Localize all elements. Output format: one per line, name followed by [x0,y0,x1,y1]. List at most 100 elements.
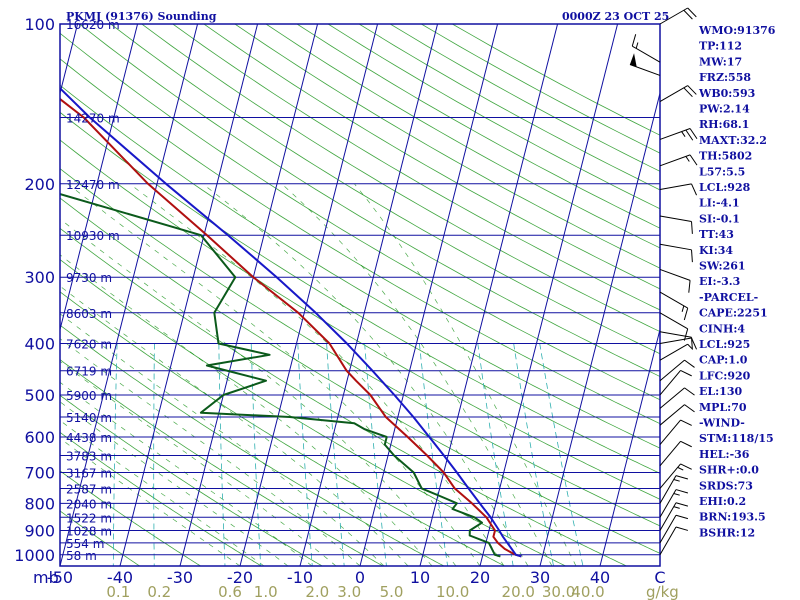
barb-feather [691,249,693,263]
barb-staff [659,154,691,167]
sounding-index-0: WMO:91376 [698,24,776,37]
dry-adiabat [203,24,660,290]
sounding-index-14: KI:34 [699,244,733,257]
barb-staff [659,387,685,409]
isotherm [599,327,660,566]
dewpoint-line [60,192,501,558]
parcel-line [60,86,522,558]
barb-feather [691,183,698,196]
height-label: 9730 m [66,271,112,285]
mixing-ratio-line [539,343,584,566]
pressure-tick-label: 1000 [14,546,55,565]
height-label: 6719 m [66,365,112,379]
height-label: 3783 m [66,449,112,463]
isotherm [479,24,619,566]
isotherm [299,24,439,566]
barb-feather [685,129,694,141]
sounding-index-25: -WIND- [699,417,745,430]
sounding-index-21: CAP:1.0 [699,354,748,367]
height-label: 2040 m [66,497,112,511]
barb-staff [659,331,692,338]
mixing-ratio-label: 3.0 [337,583,361,600]
chart-grid [60,24,660,566]
barb-feather [689,128,698,140]
sounding-index-9: L57:5.5 [699,165,745,178]
moist-adiabat [60,313,385,566]
barb-staff [659,370,681,396]
wind-barb [659,154,698,167]
height-label: 12470 m [66,178,120,192]
mixing-ratio-line [418,343,448,566]
chart-series [60,86,522,558]
temperature-tick-label: -50 [47,568,73,587]
mixing-ratio-line [513,343,554,566]
mixing-ratio-label: 1.0 [254,583,278,600]
sounding-index-15: SW:261 [699,260,746,273]
barb-half-feather [681,131,686,137]
sounding-index-2: MW:17 [699,55,742,68]
barb-staff [659,128,691,140]
temperature-tick-label: C [654,568,665,587]
moist-adiabat [60,401,289,566]
moist-adiabat [60,285,409,566]
mixing-ratio-label: 30.0 [542,583,575,600]
dry-adiabat [60,168,660,527]
barb-staff [659,243,692,251]
wind-barb [659,343,693,361]
wind-barb [659,215,693,234]
barb-feather [691,337,698,350]
wind-barb [659,7,697,25]
barb-half-feather [673,506,680,509]
dry-adiabat [110,24,660,355]
barb-feather [687,7,697,18]
dry-adiabat [60,510,140,566]
chart-axes [59,23,661,567]
barb-half-feather [635,42,639,49]
sounding-index-24: MPL:70 [699,401,747,414]
dry-adiabat [172,24,660,311]
dry-adiabat [60,139,660,500]
sounding-index-32: BSHR:12 [699,526,755,539]
wind-barb [659,475,689,504]
barb-feather [683,9,693,20]
barb-feather [675,489,689,494]
sounding-indices: WMO:91376 TP:112 MW:17 FRZ:558 WB0:593 PW:2.1… [698,24,776,539]
wind-barb [659,489,689,518]
barb-feather [675,514,689,520]
sounding-index-17: -PARCEL- [699,291,758,304]
mixing-ratio-label: 0.2 [147,583,171,600]
dry-adiabat [265,24,660,249]
moist-adiabat [67,183,481,566]
mixing-ratio-label: 0.1 [106,583,130,600]
sounding-index-7: MAXT:32.2 [699,134,767,147]
barb-feather [691,221,693,234]
barb-feather [680,440,692,448]
height-label: 4438 m [66,431,112,445]
wind-barb [631,34,661,63]
sounding-index-31: BRN:193.5 [699,511,766,524]
temperature-tick-label: 30 [530,568,550,587]
wind-barb [659,526,689,556]
barb-staff [659,489,677,518]
dry-adiabat [60,197,660,554]
sounding-index-8: TH:5802 [699,150,752,163]
pressure-tick-label: 900 [24,521,55,540]
mixing-ratio-line [364,343,387,566]
sounding-index-11: LI:-4.1 [699,197,740,210]
wind-barb [659,404,695,426]
height-label: 5140 m [66,411,112,425]
dry-adiabat [60,58,660,425]
wind-barb [659,312,689,341]
height-label: 14270 m [66,111,120,125]
mixing-ratio-unit-label: g/kg [646,583,679,600]
pressure-tick-label: 800 [24,494,55,513]
plot-frame [59,23,661,567]
sounding-index-22: LFC:920 [699,369,751,382]
wind-barb [659,502,689,531]
wind-barb [659,291,689,321]
isotherm [539,91,660,566]
sounding-index-12: SI:-0.1 [699,212,740,225]
height-label: 2587 m [66,482,112,496]
